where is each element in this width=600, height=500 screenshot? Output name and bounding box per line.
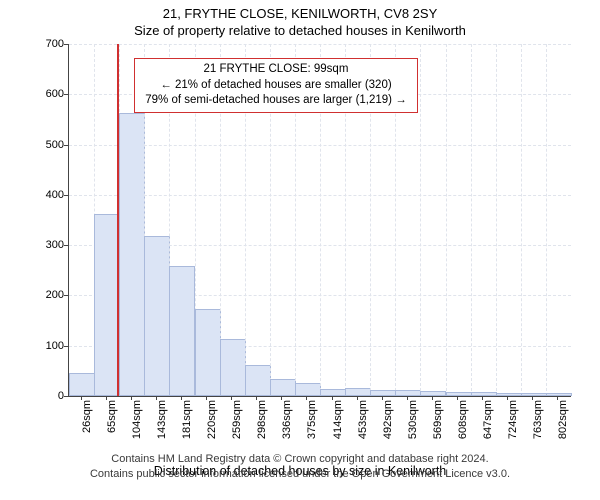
- y-tick: 300: [34, 239, 64, 251]
- histogram-bar: [220, 339, 246, 396]
- x-tick: 569sqm: [432, 400, 444, 450]
- histogram-bar: [521, 393, 547, 396]
- x-tick: 259sqm: [231, 400, 243, 450]
- histogram-bar: [395, 390, 421, 396]
- histogram-bar: [144, 236, 170, 396]
- histogram-bar: [320, 389, 346, 396]
- footer-line2: Contains public sector information licen…: [0, 467, 600, 482]
- x-tick: 104sqm: [131, 400, 143, 450]
- title-subtitle: Size of property relative to detached ho…: [0, 23, 600, 38]
- histogram-bar: [420, 391, 446, 396]
- histogram: 21 FRYTHE CLOSE: 99sqm← 21% of detached …: [68, 44, 571, 397]
- y-tick: 400: [34, 189, 64, 201]
- x-tick: 298sqm: [256, 400, 268, 450]
- x-tick: 492sqm: [382, 400, 394, 450]
- y-tick: 500: [34, 139, 64, 151]
- histogram-bar: [245, 365, 271, 396]
- histogram-bar: [119, 113, 145, 396]
- x-tick: 608sqm: [457, 400, 469, 450]
- x-tick: 647sqm: [482, 400, 494, 450]
- y-tick: 700: [34, 38, 64, 50]
- x-tick: 453sqm: [357, 400, 369, 450]
- histogram-bar: [295, 383, 321, 396]
- x-tick: 65sqm: [106, 400, 118, 450]
- histogram-bar: [471, 392, 497, 396]
- histogram-bar: [169, 266, 195, 396]
- x-tick: 724sqm: [507, 400, 519, 450]
- x-tick: 530sqm: [407, 400, 419, 450]
- annotation-box: 21 FRYTHE CLOSE: 99sqm← 21% of detached …: [134, 58, 417, 113]
- plot-area: Number of detached properties 21 FRYTHE …: [0, 38, 600, 436]
- histogram-bar: [345, 388, 371, 396]
- x-tick: 375sqm: [306, 400, 318, 450]
- x-tick: 763sqm: [532, 400, 544, 450]
- footer: Contains HM Land Registry data © Crown c…: [0, 452, 600, 482]
- histogram-bar: [496, 393, 522, 396]
- histogram-bar: [370, 390, 396, 396]
- footer-line1: Contains HM Land Registry data © Crown c…: [0, 452, 600, 467]
- y-tick: 100: [34, 340, 64, 352]
- histogram-bar: [69, 373, 95, 396]
- x-tick: 143sqm: [156, 400, 168, 450]
- histogram-bar: [546, 393, 572, 396]
- histogram-bar: [270, 379, 296, 396]
- title-address: 21, FRYTHE CLOSE, KENILWORTH, CV8 2SY: [0, 6, 600, 21]
- y-tick: 0: [34, 390, 64, 402]
- x-tick: 220sqm: [206, 400, 218, 450]
- y-tick: 200: [34, 289, 64, 301]
- histogram-bar: [446, 392, 472, 396]
- histogram-bar: [195, 309, 221, 396]
- x-tick: 802sqm: [557, 400, 569, 450]
- y-tick: 600: [34, 88, 64, 100]
- property-marker: [117, 44, 119, 396]
- x-tick: 181sqm: [181, 400, 193, 450]
- x-tick: 26sqm: [81, 400, 93, 450]
- x-tick: 336sqm: [281, 400, 293, 450]
- x-tick: 414sqm: [332, 400, 344, 450]
- chart-titles: 21, FRYTHE CLOSE, KENILWORTH, CV8 2SY Si…: [0, 0, 600, 38]
